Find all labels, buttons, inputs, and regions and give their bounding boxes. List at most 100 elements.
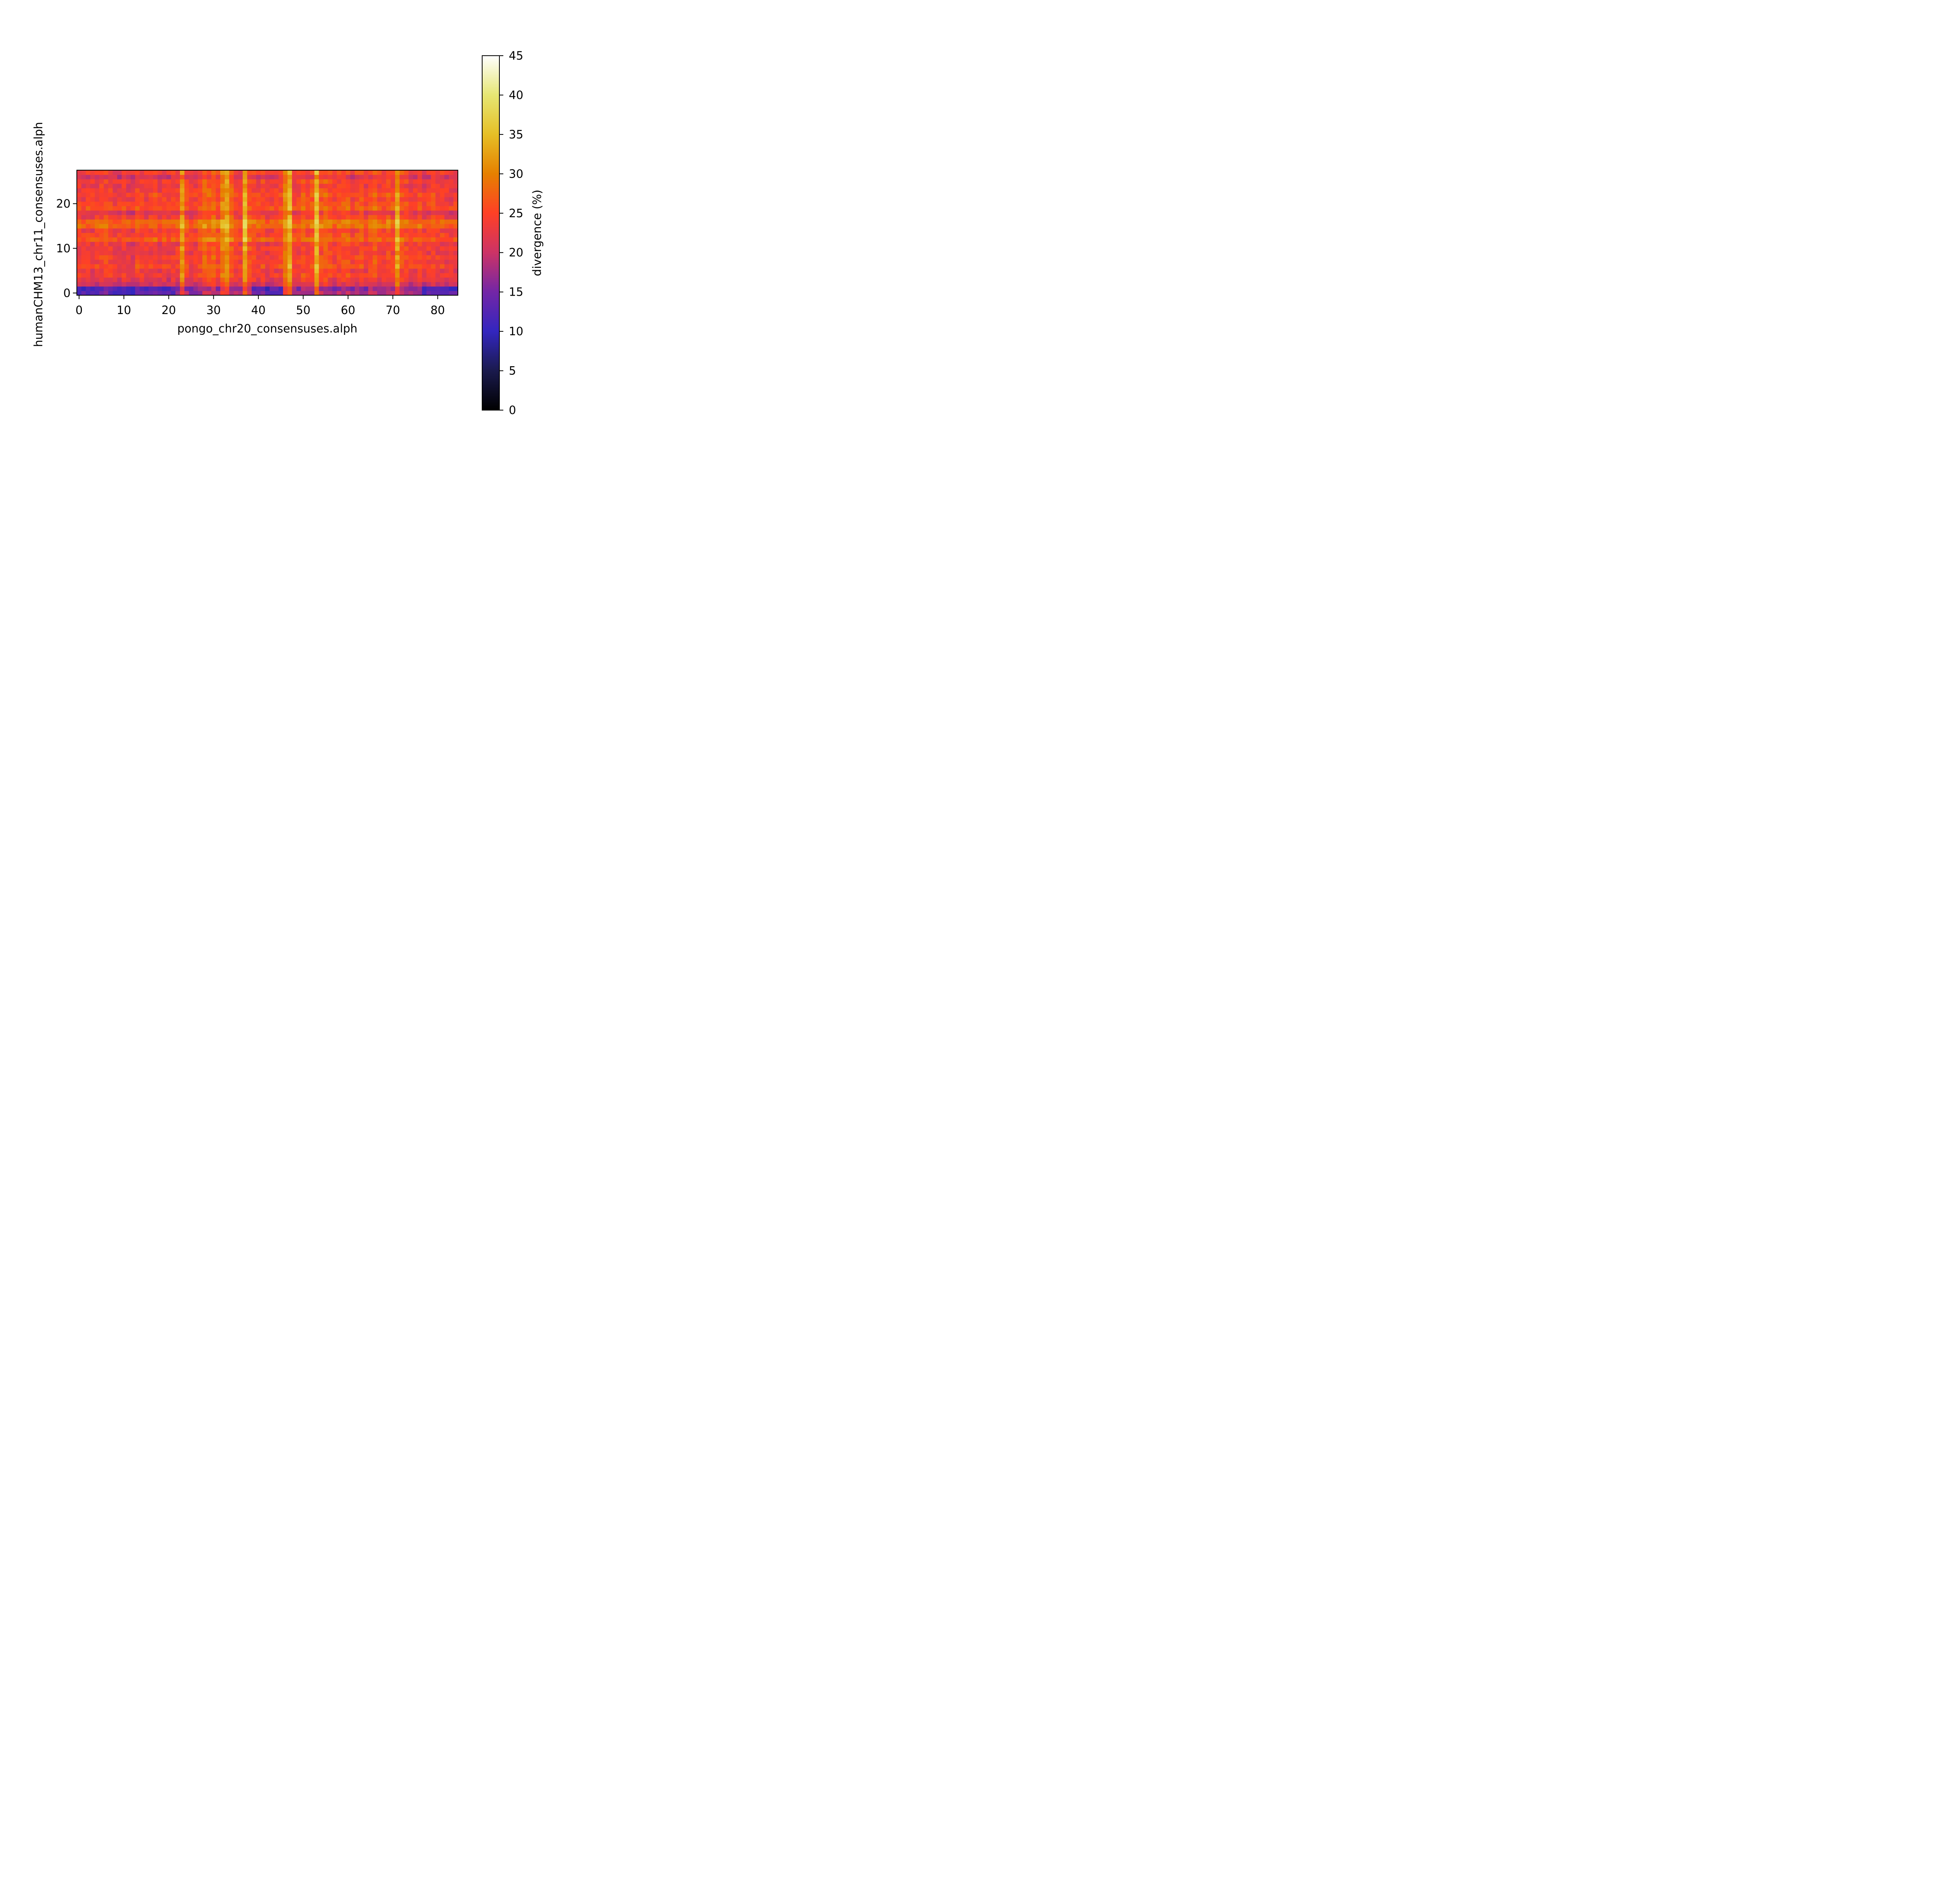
- heatmap-cell: [359, 233, 364, 238]
- heatmap-cell: [363, 170, 368, 175]
- heatmap-cell: [126, 277, 131, 282]
- heatmap-cell: [135, 273, 140, 278]
- heatmap-cell: [381, 246, 387, 251]
- heatmap-cell: [269, 214, 274, 220]
- heatmap-cell: [117, 214, 122, 220]
- heatmap-cell: [328, 188, 333, 193]
- heatmap-cell: [207, 291, 212, 296]
- heatmap-cell: [265, 246, 270, 251]
- heatmap-cell: [408, 246, 414, 251]
- heatmap-cell: [81, 197, 86, 202]
- heatmap-cell: [301, 201, 306, 206]
- heatmap-cell: [408, 277, 414, 282]
- heatmap-cell: [301, 188, 306, 193]
- heatmap-cell: [140, 259, 145, 264]
- heatmap-cell: [269, 170, 274, 175]
- heatmap-cell: [153, 237, 158, 242]
- heatmap-cell: [171, 214, 176, 220]
- heatmap-cell: [269, 174, 274, 180]
- heatmap-cell: [243, 255, 248, 260]
- heatmap-cell: [381, 206, 387, 211]
- heatmap-cell: [346, 237, 351, 242]
- heatmap-cell: [399, 170, 405, 175]
- heatmap-cell: [354, 291, 360, 296]
- heatmap-cell: [346, 242, 351, 247]
- heatmap-cell: [359, 268, 364, 273]
- heatmap-cell: [372, 192, 377, 197]
- heatmap-cell: [211, 233, 216, 238]
- heatmap-cell: [296, 179, 301, 184]
- heatmap-cell: [431, 286, 436, 291]
- heatmap-cell: [85, 183, 91, 189]
- heatmap-cell: [144, 228, 149, 233]
- heatmap-cell: [283, 246, 288, 251]
- heatmap-cell: [399, 291, 405, 296]
- heatmap-cell: [265, 188, 270, 193]
- heatmap-cell: [310, 219, 315, 224]
- heatmap-cell: [292, 192, 297, 197]
- heatmap-cell: [234, 237, 239, 242]
- heatmap-cell: [274, 259, 279, 264]
- heatmap-cell: [413, 197, 418, 202]
- heatmap-cell: [256, 223, 261, 229]
- heatmap-cell: [225, 210, 230, 215]
- heatmap-cell: [211, 282, 216, 287]
- heatmap-cell: [310, 233, 315, 238]
- heatmap-cell: [395, 223, 400, 229]
- heatmap-cell: [395, 282, 400, 287]
- heatmap-cell: [363, 264, 368, 269]
- heatmap-cell: [381, 223, 387, 229]
- heatmap-cell: [368, 197, 373, 202]
- colorbar: [482, 56, 499, 410]
- heatmap-cell: [296, 264, 301, 269]
- heatmap-cell: [399, 268, 405, 273]
- heatmap-cell: [323, 201, 328, 206]
- colorbar-tick-label: 30: [509, 167, 523, 180]
- heatmap-cell: [126, 268, 131, 273]
- heatmap-cell: [386, 188, 391, 193]
- heatmap-cell: [390, 170, 396, 175]
- heatmap-cell: [108, 174, 113, 180]
- heatmap-cell: [292, 210, 297, 215]
- heatmap-cell: [453, 192, 458, 197]
- heatmap-cell: [431, 179, 436, 184]
- heatmap-cell: [216, 282, 221, 287]
- heatmap-cell: [77, 183, 82, 189]
- heatmap-cell: [278, 242, 283, 247]
- heatmap-cell: [328, 192, 333, 197]
- heatmap-cell: [99, 268, 104, 273]
- heatmap-cell: [301, 251, 306, 256]
- heatmap-cell: [144, 233, 149, 238]
- heatmap-cell: [444, 219, 449, 224]
- heatmap-cell: [337, 246, 342, 251]
- heatmap-cell: [166, 170, 171, 175]
- heatmap-cell: [247, 179, 252, 184]
- heatmap-cell: [323, 277, 328, 282]
- heatmap-cell: [229, 219, 234, 224]
- heatmap-cell: [332, 251, 337, 256]
- heatmap-cell: [368, 206, 373, 211]
- heatmap-cell: [153, 219, 158, 224]
- heatmap-cell: [296, 170, 301, 175]
- heatmap-cell: [126, 214, 131, 220]
- heatmap-cell: [377, 214, 382, 220]
- heatmap-cell: [225, 237, 230, 242]
- heatmap-cell: [435, 291, 440, 296]
- heatmap-cell: [243, 228, 248, 233]
- heatmap-cell: [148, 210, 153, 215]
- heatmap-cell: [265, 273, 270, 278]
- heatmap-cell: [144, 255, 149, 260]
- heatmap-cell: [274, 268, 279, 273]
- heatmap-cell: [292, 219, 297, 224]
- heatmap-cell: [399, 237, 405, 242]
- heatmap-cell: [386, 251, 391, 256]
- heatmap-cell: [247, 268, 252, 273]
- heatmap-cell: [381, 214, 387, 220]
- heatmap-cell: [148, 201, 153, 206]
- heatmap-cell: [453, 206, 458, 211]
- heatmap-cell: [162, 264, 167, 269]
- heatmap-cell: [305, 251, 310, 256]
- heatmap-cell: [157, 264, 162, 269]
- heatmap-cell: [171, 174, 176, 180]
- heatmap-cell: [135, 183, 140, 189]
